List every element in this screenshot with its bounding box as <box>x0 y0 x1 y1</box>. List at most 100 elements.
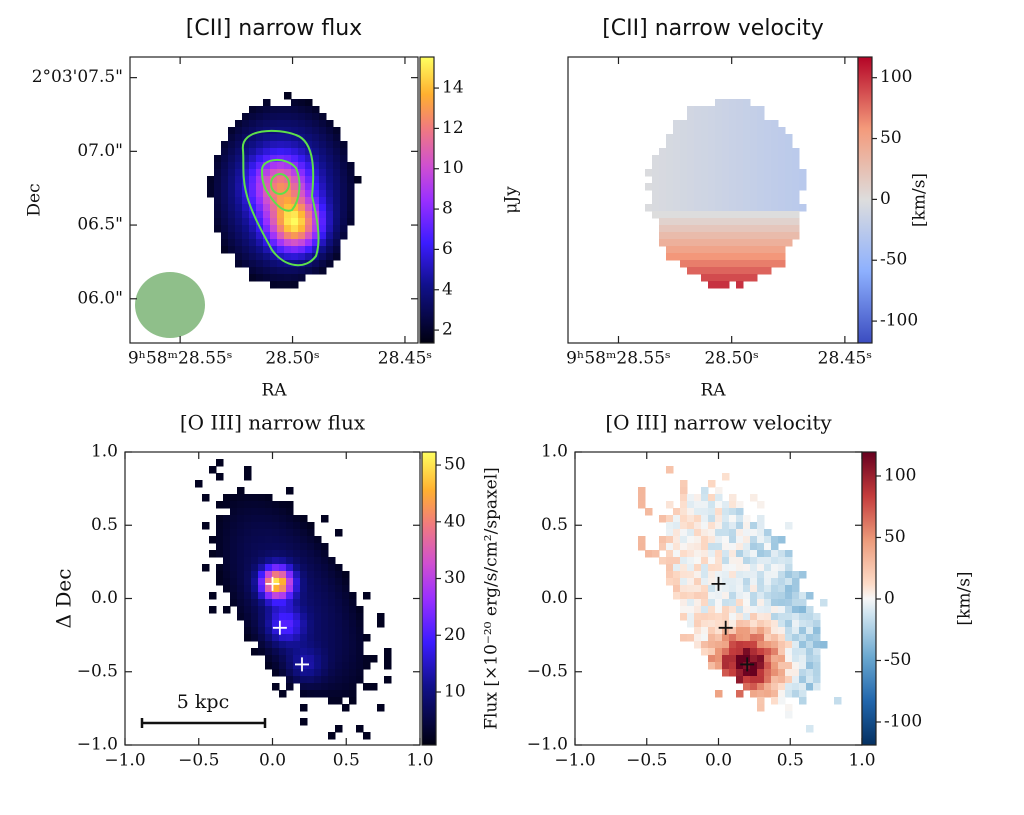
map-pixel <box>729 641 737 649</box>
map-pixel <box>680 564 688 572</box>
map-pixel <box>722 564 730 572</box>
map-pixel <box>743 232 751 240</box>
map-pixel <box>680 232 688 240</box>
map-pixel <box>708 225 716 233</box>
map-pixel <box>291 141 299 149</box>
map-pixel <box>687 578 695 586</box>
map-pixel <box>314 578 322 586</box>
map-pixel <box>736 669 744 677</box>
map-pixel <box>256 155 264 163</box>
map-pixel <box>694 571 702 579</box>
map-pixel <box>333 155 341 163</box>
map-pixel <box>265 599 273 607</box>
map-pixel <box>757 253 765 261</box>
map-pixel <box>277 155 285 163</box>
map-pixel <box>701 113 709 121</box>
map-pixel <box>314 655 322 663</box>
map-pixel <box>237 550 245 558</box>
map-pixel <box>680 253 688 261</box>
map-pixel <box>300 515 308 523</box>
map-pixel <box>736 260 744 268</box>
map-pixel <box>806 648 814 656</box>
map-pixel <box>270 141 278 149</box>
colorbar-tick-label: -50 <box>880 250 907 270</box>
map-pixel <box>221 197 229 205</box>
colorbar-tick-label: 100 <box>880 67 912 87</box>
map-pixel <box>265 508 273 516</box>
map-pixel <box>244 550 252 558</box>
map-pixel <box>722 585 730 593</box>
map-pixel <box>314 599 322 607</box>
map-pixel <box>305 127 313 135</box>
map-pixel <box>349 599 357 607</box>
map-pixel <box>293 676 301 684</box>
map-pixel <box>258 494 266 502</box>
map-pixel <box>694 267 702 275</box>
map-pixel <box>347 183 355 191</box>
map-pixel <box>328 648 336 656</box>
y-tick-label: 06.5" <box>77 215 123 235</box>
map-pixel <box>813 627 821 635</box>
map-pixel <box>291 218 299 226</box>
map-pixel <box>764 641 772 649</box>
map-pixel <box>778 669 786 677</box>
map-pixel <box>757 515 765 523</box>
map-pixel <box>722 571 730 579</box>
map-pixel <box>673 239 681 247</box>
map-pixel <box>349 669 357 677</box>
map-pixel <box>799 169 807 177</box>
map-pixel <box>659 225 667 233</box>
map-pixel <box>244 543 252 551</box>
map-pixel <box>694 141 702 149</box>
map-pixel <box>349 606 357 614</box>
map-pixel <box>293 648 301 656</box>
map-pixel <box>326 120 334 128</box>
map-pixel <box>284 148 292 156</box>
map-pixel <box>792 148 800 156</box>
map-pixel <box>666 176 674 184</box>
map-pixel <box>326 232 334 240</box>
map-pixel <box>736 169 744 177</box>
map-pixel <box>221 141 229 149</box>
map-pixel <box>743 267 751 275</box>
map-pixel <box>722 113 730 121</box>
map-pixel <box>256 267 264 275</box>
map-pixel <box>286 655 294 663</box>
map-pixel <box>277 253 285 261</box>
map-pixel <box>750 239 758 247</box>
map-pixel <box>694 606 702 614</box>
map-pixel <box>300 529 308 537</box>
map-pixel <box>729 627 737 635</box>
map-pixel <box>279 648 287 656</box>
map-pixel <box>673 211 681 219</box>
map-pixel <box>321 564 329 572</box>
maps <box>195 92 842 740</box>
map-pixel <box>750 232 758 240</box>
map-pixel <box>771 218 779 226</box>
map-pixel <box>347 162 355 170</box>
map-pixel <box>659 190 667 198</box>
map-pixel <box>799 620 807 628</box>
map-pixel <box>279 529 287 537</box>
map-pixel <box>722 274 730 282</box>
map-pixel <box>743 676 751 684</box>
map-pixel <box>778 162 786 170</box>
map-pixel <box>335 613 343 621</box>
map-pixel <box>757 564 765 572</box>
map-pixel <box>750 571 758 579</box>
map-pixel <box>342 627 350 635</box>
map-pixel <box>715 281 723 289</box>
map-pixel <box>326 141 334 149</box>
map-pixel <box>279 662 287 670</box>
map-pixel <box>785 690 793 698</box>
map-pixel <box>307 676 315 684</box>
map-pixel <box>256 141 264 149</box>
map-pixel <box>687 634 695 642</box>
map-pixel <box>279 655 287 663</box>
marker <box>265 576 280 591</box>
map-pixel <box>806 606 814 614</box>
map-pixel <box>792 190 800 198</box>
map-pixel <box>736 662 744 670</box>
map-pixel <box>708 197 716 205</box>
map-pixel <box>666 529 674 537</box>
